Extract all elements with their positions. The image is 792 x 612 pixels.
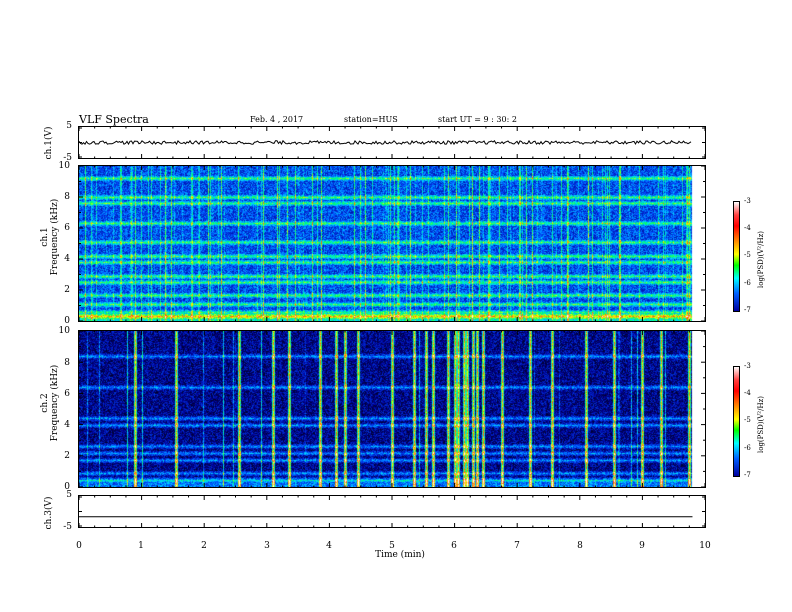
ch1-spec-ytick-2: 2 — [64, 285, 70, 295]
date-label: Feb. 4 , 2017 — [250, 115, 304, 124]
xtick-6: 6 — [451, 541, 457, 551]
ch2-colorbar-tick-m6: -6 — [744, 444, 751, 452]
ch1-colorbar-label: log(PSD)(V²/Hz) — [757, 231, 765, 288]
ch2-spec-ytick-10: 10 — [58, 326, 70, 336]
xtick-3: 3 — [264, 541, 270, 551]
ch1-ytick-bottom: -5 — [63, 153, 72, 163]
ch1-ytick-top: 5 — [66, 121, 72, 131]
ch1-colorbar-tick-m4: -4 — [744, 224, 751, 232]
ch1-spec-ytick-8: 8 — [64, 192, 70, 202]
ch3-ytick-top: 5 — [66, 490, 72, 500]
ch1-voltage-axis-title: ch.1(V) — [44, 126, 54, 160]
ch2-colorbar — [733, 366, 740, 477]
ch2-spec-ytick-0: 0 — [64, 482, 70, 492]
ch1-spec-ytick-4: 4 — [64, 254, 70, 264]
start-time-label: start UT = 9 : 30: 2 — [438, 115, 517, 124]
chart-title: VLF Spectra — [79, 113, 149, 126]
ch2-colorbar-label: log(PSD)(V²/Hz) — [757, 396, 765, 453]
xtick-9: 9 — [639, 541, 645, 551]
ch2-spec-ytick-2: 2 — [64, 451, 70, 461]
xtick-1: 1 — [138, 541, 144, 551]
xtick-2: 2 — [201, 541, 207, 551]
ch1-colorbar — [733, 201, 740, 312]
ch1-colorbar-tick-m5: -5 — [744, 251, 751, 259]
ch2-spec-ytick-6: 6 — [64, 389, 70, 399]
ch1-voltage-trace — [78, 139, 692, 146]
xtick-7: 7 — [514, 541, 520, 551]
xtick-8: 8 — [577, 541, 583, 551]
ch1-spec-axis-title-channel: ch.1 — [40, 227, 50, 247]
xtick-10: 10 — [699, 541, 711, 551]
ch2-colorbar-tick-m5: -5 — [744, 416, 751, 424]
ch2-colorbar-tick-m4: -4 — [744, 389, 751, 397]
ch2-colorbar-tick-m3: -3 — [744, 362, 751, 370]
ch1-spec-ytick-6: 6 — [64, 223, 70, 233]
ch3-voltage-axis-title: ch.3(V) — [44, 496, 54, 530]
ch2-spec-axis-title-channel: ch.2 — [40, 393, 50, 413]
xtick-5: 5 — [389, 541, 395, 551]
xtick-0: 0 — [76, 541, 82, 551]
ch1-spec-axis-title-frequency: Frequency (kHz) — [50, 198, 60, 276]
x-axis-title: Time (min) — [375, 550, 425, 560]
ch1-colorbar-tick-m6: -6 — [744, 279, 751, 287]
ch1-colorbar-tick-m3: -3 — [744, 197, 751, 205]
ch2-colorbar-tick-m7: -7 — [744, 471, 751, 479]
ch2-spec-ytick-4: 4 — [64, 420, 70, 430]
xtick-4: 4 — [326, 541, 332, 551]
ch1-colorbar-tick-m7: -7 — [744, 306, 751, 314]
ch2-spec-axis-title-frequency: Frequency (kHz) — [50, 364, 60, 442]
ch2-spec-ytick-8: 8 — [64, 358, 70, 368]
ch1-spectrogram — [79, 166, 693, 321]
ch1-spec-ytick-0: 0 — [64, 316, 70, 326]
ch1-spec-ytick-10: 10 — [58, 161, 70, 171]
ch2-spectrogram — [79, 331, 693, 487]
station-label: station=HUS — [344, 115, 398, 124]
ch3-ytick-bottom: -5 — [63, 522, 72, 532]
